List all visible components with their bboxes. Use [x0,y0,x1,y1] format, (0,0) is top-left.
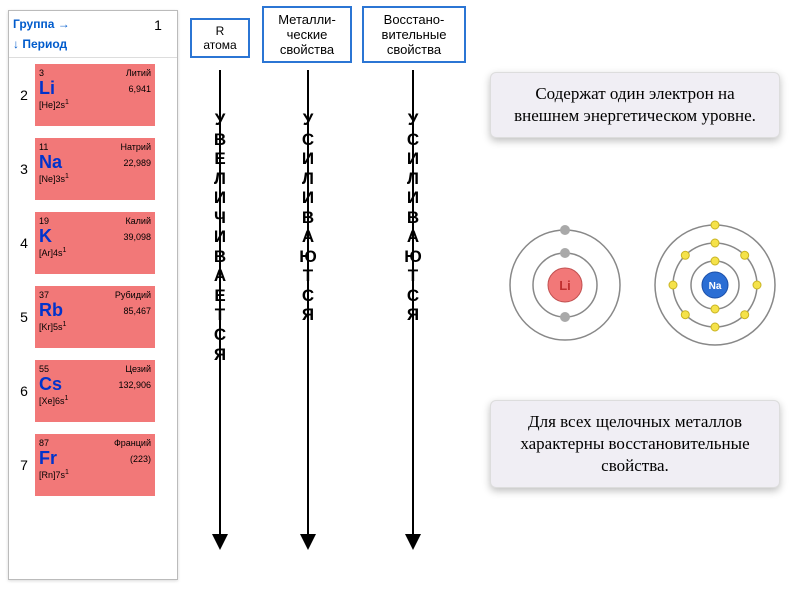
atomic-mass: 85,467 [123,306,151,316]
element-symbol: Li [39,78,55,99]
element-name: Цезий [125,364,151,374]
period-row: 3 11 Натрий Na 22,989 [Ne]3s1 [9,132,177,206]
element-name: Рубидий [115,290,151,300]
element-symbol: Rb [39,300,63,321]
period-row: 2 3 Литий Li 6,941 [He]2s1 [9,58,177,132]
atomic-mass: 6,941 [128,84,151,94]
arrow-label-increases: УВЕЛИЧИВАЕТСЯ [214,110,226,364]
info-box-electron: Содержат один электрон на внешнем энерге… [490,72,780,138]
period-row: 5 37 Рубидий Rb 85,467 [Kr]5s1 [9,280,177,354]
period-number: 3 [13,161,35,177]
electron-config: [He]2s1 [39,99,151,110]
electron-config: [Ne]3s1 [39,173,151,184]
element-symbol: K [39,226,52,247]
periodic-table-panel: Группа → ↓ Период 1 2 3 Литий Li 6,941 [He… [8,10,178,580]
element-card-li: 3 Литий Li 6,941 [He]2s1 [35,64,155,126]
element-name: Франций [114,438,151,448]
group-number: 1 [143,17,173,51]
box-reducing: Восстано- вительные свойства [362,6,466,63]
period-number: 4 [13,235,35,251]
box-metallic: Металли- ческие свойства [262,6,352,63]
period-row: 6 55 Цезий Cs 132,906 [Xe]6s1 [9,354,177,428]
period-row: 7 87 Франций Fr (223) [Rn]7s1 [9,428,177,502]
period-number: 6 [13,383,35,399]
atomic-mass: 39,098 [123,232,151,242]
atom-diagram-li: Li [500,220,630,350]
atom-na-label: Na [709,281,722,292]
electron-config: [Xe]6s1 [39,395,151,406]
period-row: 4 19 Калий K 39,098 [Ar]4s1 [9,206,177,280]
element-card-fr: 87 Франций Fr (223) [Rn]7s1 [35,434,155,496]
period-number: 7 [13,457,35,473]
arrow-reducing: УСИЛИВАЮТСЯ [398,70,428,550]
element-symbol: Na [39,152,62,173]
element-name: Натрий [121,142,152,152]
group-label: Группа → [13,17,143,31]
period-number: 2 [13,87,35,103]
atomic-mass: (223) [130,454,151,464]
period-label: ↓ Период [13,37,143,51]
arrow-label-intensify-2: УСИЛИВАЮТСЯ [404,110,422,325]
atomic-number: 87 [39,438,49,448]
element-name: Калий [125,216,151,226]
atom-li-label: Li [559,278,571,293]
atomic-mass: 132,906 [118,380,151,390]
element-card-cs: 55 Цезий Cs 132,906 [Xe]6s1 [35,360,155,422]
atomic-number: 19 [39,216,49,226]
atomic-mass: 22,989 [123,158,151,168]
element-name: Литий [126,68,151,78]
element-symbol: Cs [39,374,62,395]
arrow-metallic: УСИЛИВАЮТСЯ [293,70,323,550]
box-r-atom: R атома [190,18,250,58]
atomic-number: 55 [39,364,49,374]
element-card-rb: 37 Рубидий Rb 85,467 [Kr]5s1 [35,286,155,348]
table-header: Группа → ↓ Период 1 [9,11,177,58]
arrow-r-atom: УВЕЛИЧИВАЕТСЯ [205,70,235,550]
period-number: 5 [13,309,35,325]
electron-config: [Rn]7s1 [39,469,151,480]
header-left: Группа → ↓ Период [13,17,143,51]
atomic-number: 11 [39,142,48,152]
electron-config: [Kr]5s1 [39,321,151,332]
element-card-na: 11 Натрий Na 22,989 [Ne]3s1 [35,138,155,200]
arrow-label-intensify-1: УСИЛИВАЮТСЯ [299,110,317,325]
element-card-k: 19 Калий K 39,098 [Ar]4s1 [35,212,155,274]
element-symbol: Fr [39,448,57,469]
atom-diagram-na: Na [650,220,780,350]
atomic-number: 3 [39,68,44,78]
info-box-reducing: Для всех щелочных металлов характерны во… [490,400,780,488]
atomic-number: 37 [39,290,49,300]
electron-config: [Ar]4s1 [39,247,151,258]
